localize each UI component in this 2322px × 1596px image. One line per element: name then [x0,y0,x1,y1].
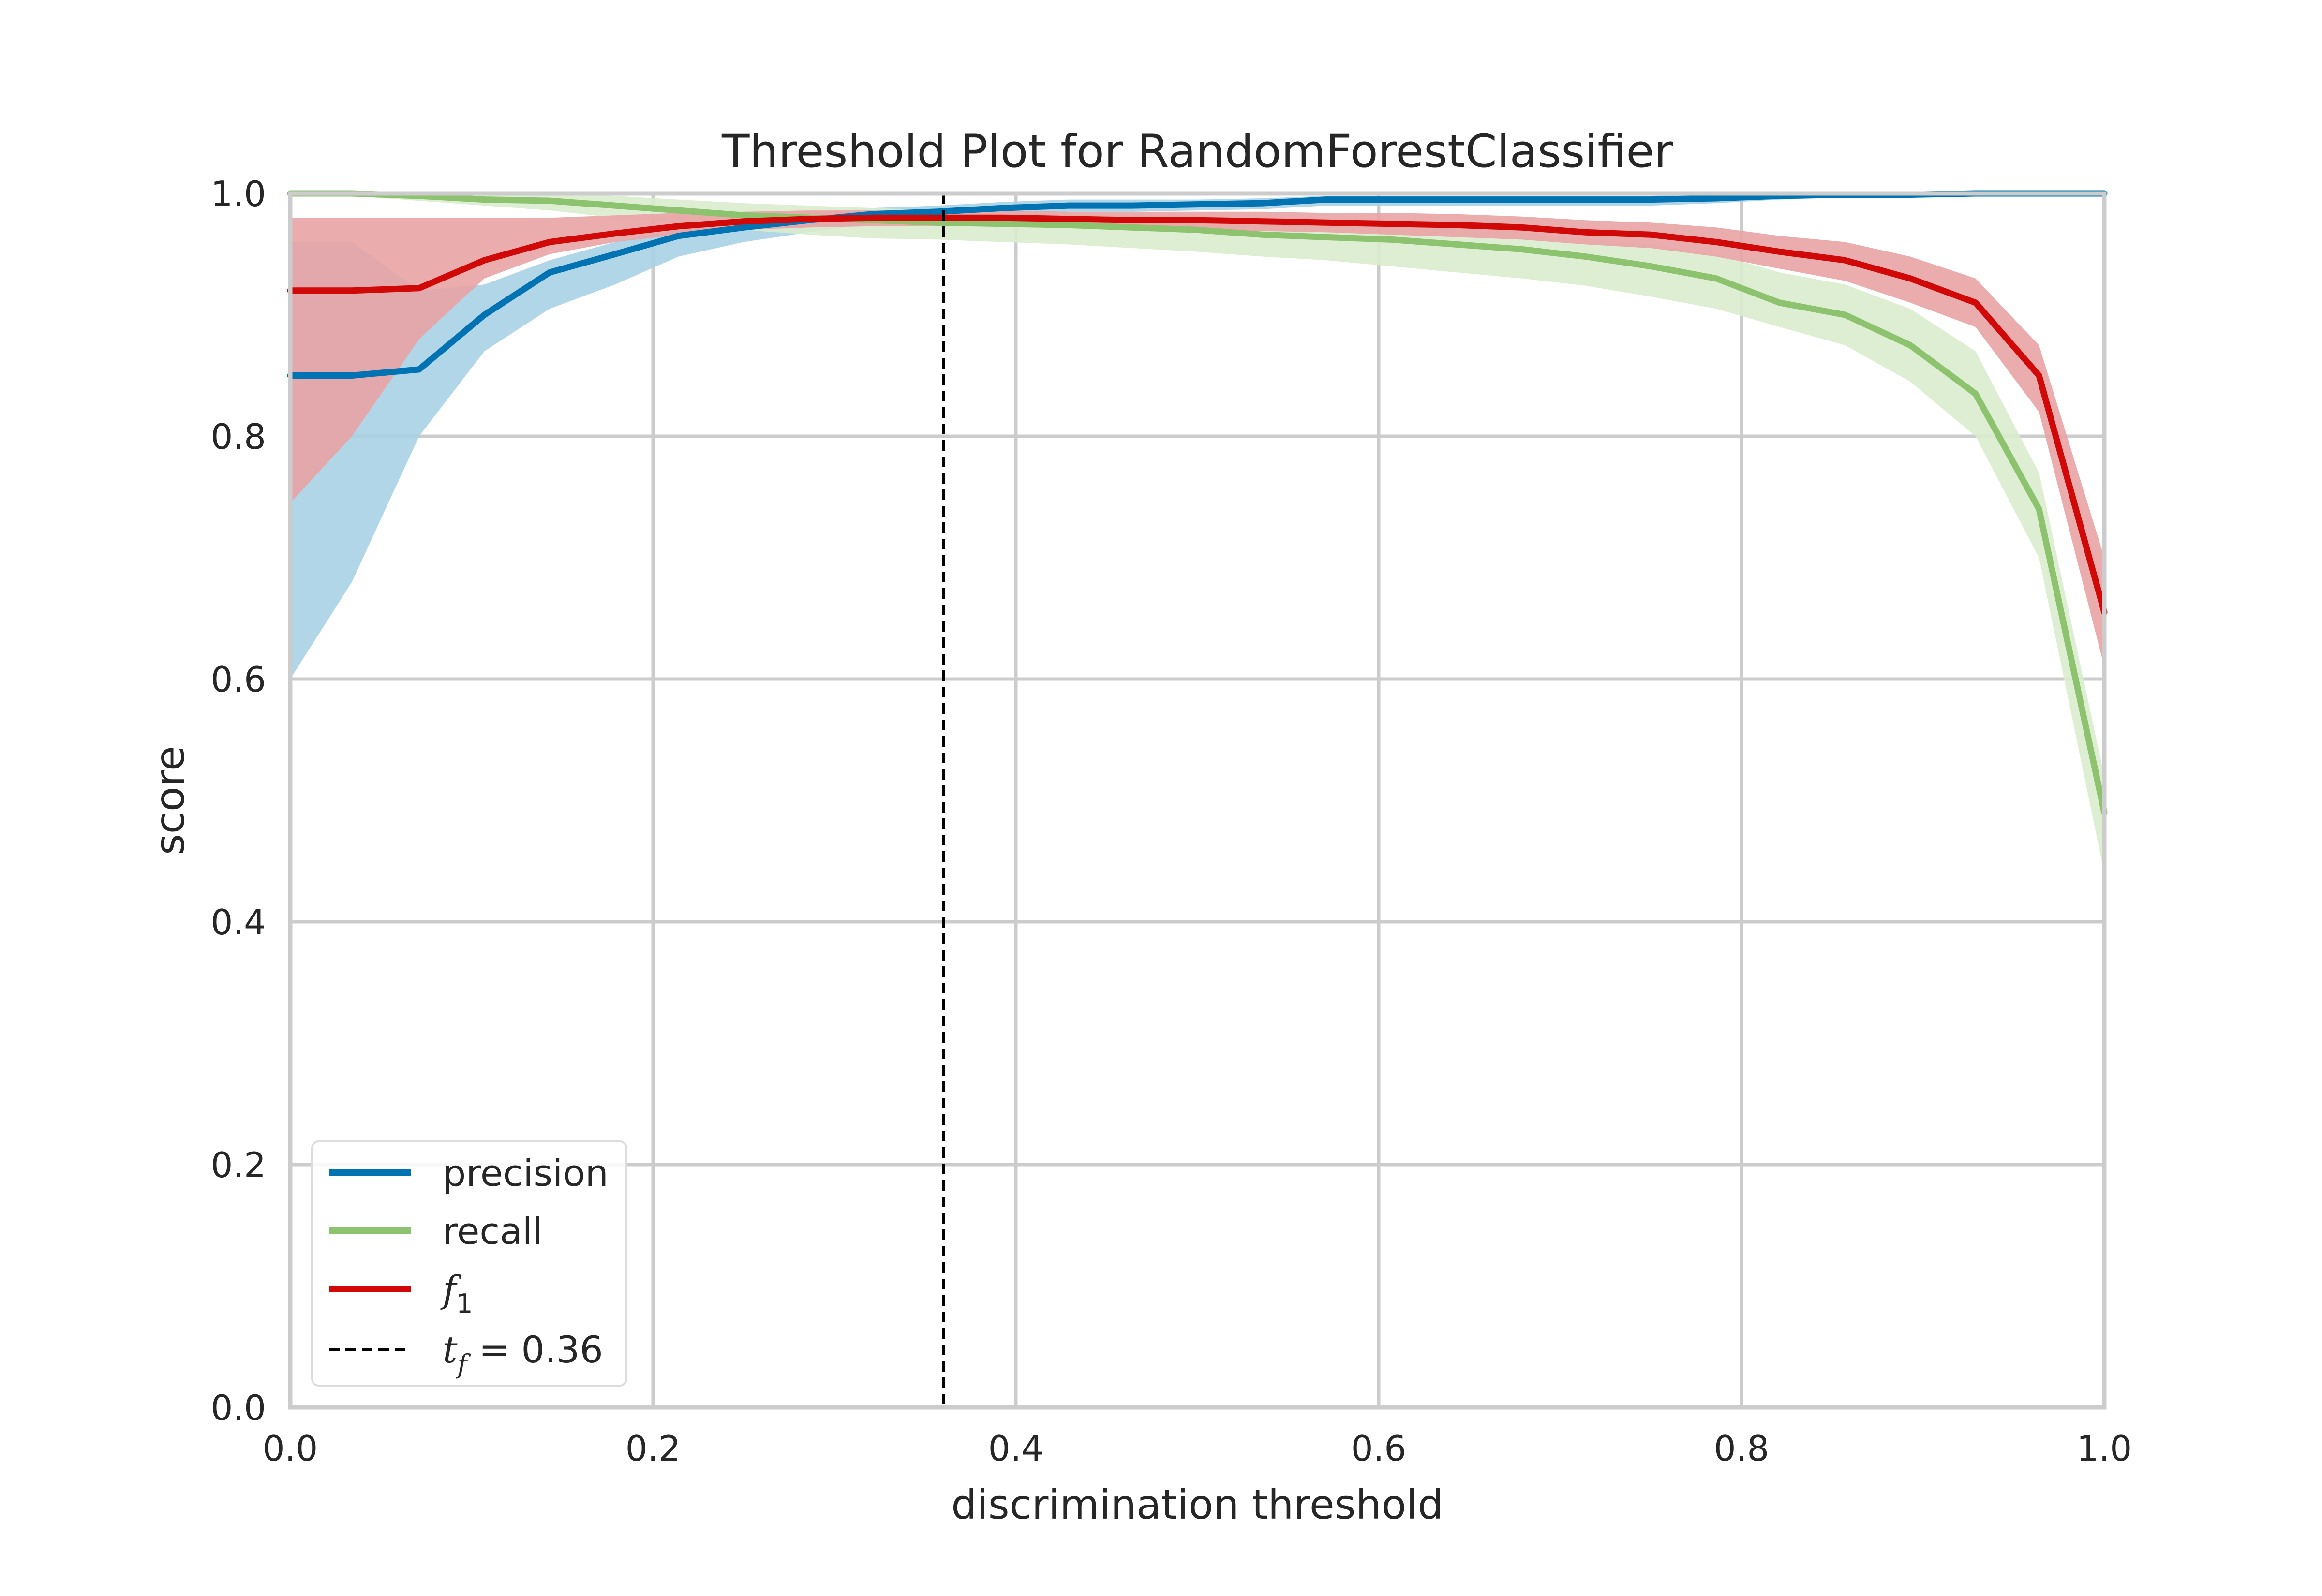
x-tick-label: 0.8 [1714,1428,1770,1469]
plot-frame [288,191,2107,1410]
x-tick-label: 0.0 [263,1428,318,1469]
x-tick-label: 0.4 [988,1428,1044,1469]
legend-box [311,1140,627,1387]
legend-label-recall: recall [443,1210,543,1253]
x-tick-labels: 0.0 0.2 0.4 0.6 0.8 1.0 [263,1428,2132,1469]
x-tick-label: 0.6 [1351,1428,1407,1469]
legend-label-threshold: tf = 0.36 [443,1328,603,1379]
line-recall [287,190,2108,816]
legend-f1-sub: 1 [456,1288,473,1319]
chart-title: Threshold Plot for RandomForestClassifie… [721,125,1673,178]
legend-tf-main: t [443,1328,458,1371]
x-axis-label: discrimination threshold [951,1481,1444,1528]
confidence-bands [290,193,2104,873]
y-tick-label: 0.6 [210,659,266,700]
legend: precision recall f1 tf = 0.36 [311,1140,627,1387]
legend-tf-value: = 0.36 [467,1328,603,1371]
x-tick-label: 1.0 [2077,1428,2132,1469]
y-tick-label: 0.2 [210,1145,266,1185]
y-axis-label: score [146,746,194,855]
y-tick-label: 0.0 [210,1388,266,1428]
x-tick-label: 0.2 [625,1428,681,1469]
legend-label-precision: precision [443,1152,609,1195]
line-f1 [287,214,2108,616]
y-tick-label: 1.0 [210,174,266,214]
y-tick-label: 0.4 [210,902,266,943]
y-tick-label: 0.8 [210,416,266,457]
band-f1 [290,210,2104,667]
y-tick-labels: 0.0 0.2 0.4 0.6 0.8 1.0 [210,174,266,1428]
